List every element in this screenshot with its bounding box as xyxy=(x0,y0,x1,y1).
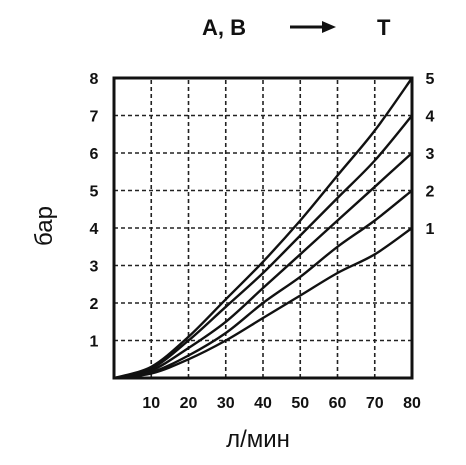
y-tick-label: 2 xyxy=(90,296,99,313)
series-line-3 xyxy=(112,151,414,380)
series-lines xyxy=(112,76,414,380)
x-tick-label: 30 xyxy=(217,395,235,412)
x-tick-label: 50 xyxy=(291,395,309,412)
series-label-5: 5 xyxy=(426,71,435,88)
y-tick-label: 6 xyxy=(90,146,99,163)
chart-title-right: T xyxy=(377,15,391,40)
x-axis-label: л/мин xyxy=(226,426,290,453)
series-label-2: 2 xyxy=(426,184,435,201)
series-line-5 xyxy=(112,76,414,380)
x-tick-labels: 10 20 30 40 50 60 70 80 xyxy=(142,395,421,412)
y-tick-label: 8 xyxy=(90,71,99,88)
x-tick-label: 80 xyxy=(403,395,421,412)
x-tick-label: 70 xyxy=(366,395,384,412)
series-line-2 xyxy=(112,189,414,380)
series-labels: 1 2 3 4 5 xyxy=(426,71,435,238)
chart-title-left: A, B xyxy=(202,15,246,40)
x-tick-label: 40 xyxy=(254,395,272,412)
series-label-1: 1 xyxy=(426,221,435,238)
y-axis-label: бар xyxy=(31,206,58,246)
series-line-4 xyxy=(112,114,414,380)
y-tick-label: 4 xyxy=(90,221,99,238)
y-tick-label: 7 xyxy=(90,109,99,126)
x-tick-label: 60 xyxy=(329,395,347,412)
x-tick-label: 10 xyxy=(142,395,160,412)
y-tick-label: 1 xyxy=(90,334,99,351)
y-tick-labels: 1 2 3 4 5 6 7 8 xyxy=(90,71,99,351)
arrow-right-icon xyxy=(290,21,336,33)
y-tick-label: 3 xyxy=(90,259,99,276)
series-label-4: 4 xyxy=(426,109,435,126)
x-tick-label: 20 xyxy=(180,395,198,412)
series-line-1 xyxy=(112,226,414,380)
grid-lines xyxy=(114,78,412,378)
y-tick-label: 5 xyxy=(90,184,99,201)
series-label-3: 3 xyxy=(426,146,435,163)
